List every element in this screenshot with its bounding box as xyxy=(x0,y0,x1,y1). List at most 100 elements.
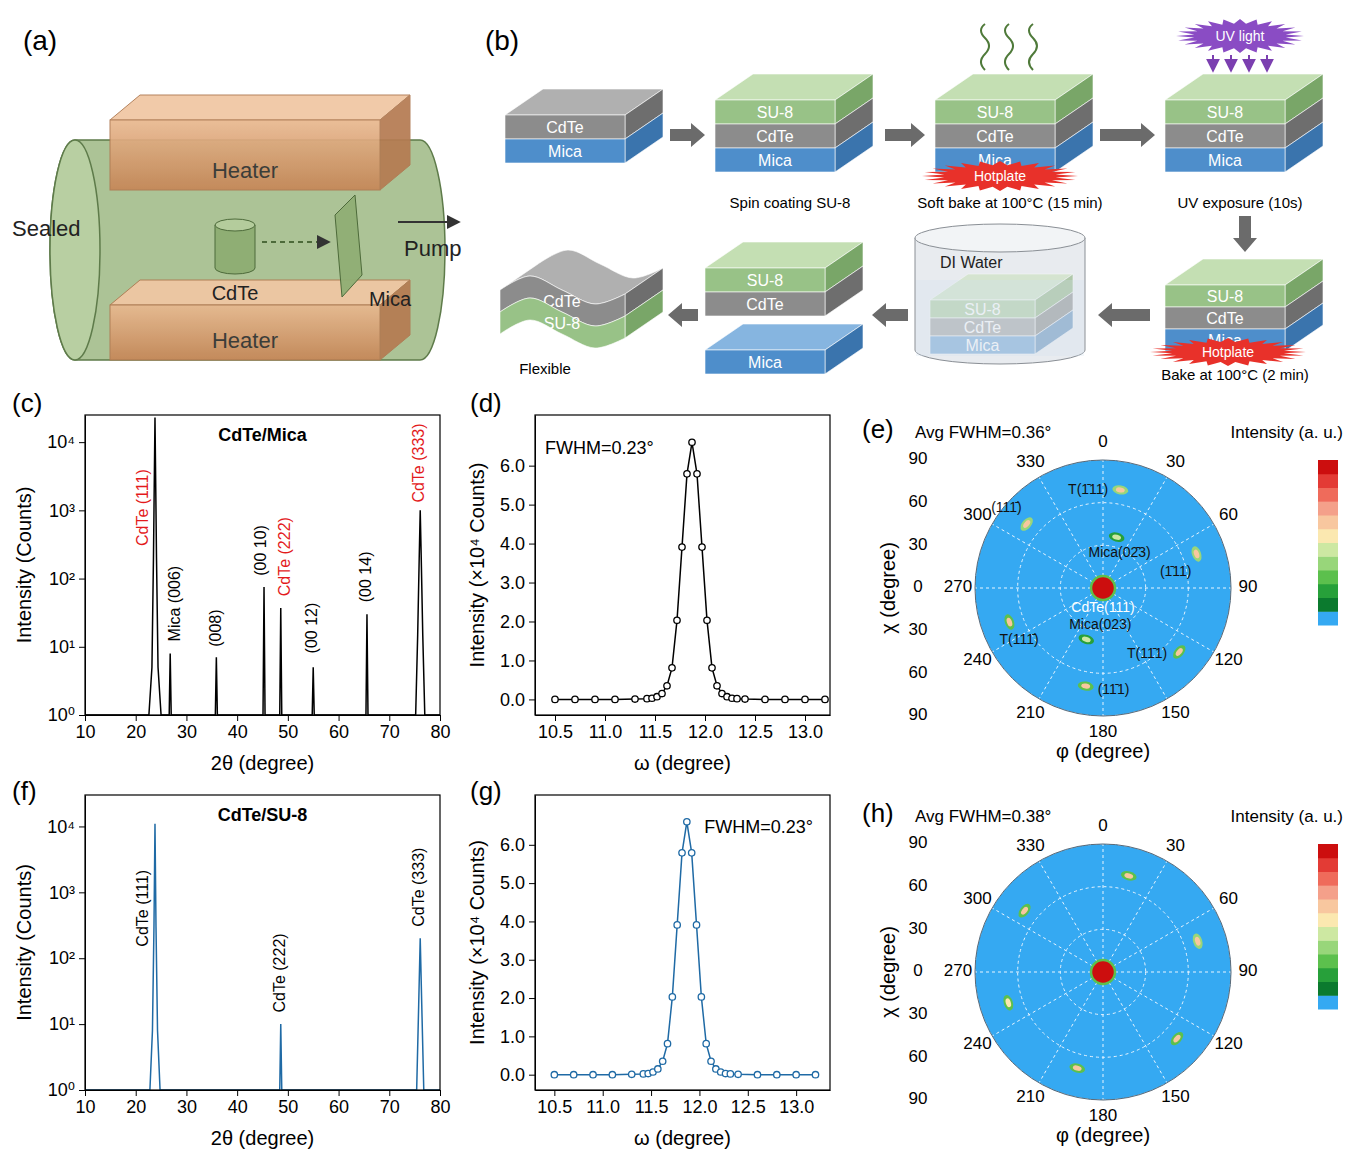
tick-label: 0 xyxy=(1098,432,1107,451)
uv-ray xyxy=(1266,55,1268,70)
layer-front xyxy=(1165,124,1285,148)
badge-label: UV light xyxy=(1215,28,1264,44)
layer-stack: SU-8CdTeMica xyxy=(1165,74,1323,172)
tick-mark xyxy=(755,715,756,721)
layer-front xyxy=(505,139,625,163)
data-point xyxy=(669,994,675,1000)
tick: 50 xyxy=(278,715,298,742)
tick-label: 12.5 xyxy=(738,722,773,742)
data-point xyxy=(693,922,699,928)
data-point xyxy=(674,617,680,623)
tick-label: 210 xyxy=(1016,703,1044,722)
plot-marks xyxy=(85,824,440,1090)
layer-label: CdTe xyxy=(546,119,583,136)
tick-label: 40 xyxy=(228,1097,248,1117)
axis-line xyxy=(86,715,441,716)
heater: Heater xyxy=(110,280,410,360)
plot-frame xyxy=(85,795,440,1090)
tick-label: 10 xyxy=(75,1097,95,1117)
data-point xyxy=(570,1071,576,1077)
x-axis: 10.511.011.512.012.513.0 xyxy=(536,1090,831,1117)
data-point xyxy=(684,819,690,825)
tick-label: 30 xyxy=(1166,836,1185,855)
panel-label: (h) xyxy=(862,798,894,828)
plot-frame xyxy=(535,415,830,715)
layer-side xyxy=(625,113,663,163)
tick-mark xyxy=(529,960,535,961)
tick-label: 90 xyxy=(1239,577,1258,596)
tick: 6.0 xyxy=(500,835,535,855)
tick: 10.5 xyxy=(538,715,573,742)
chart-title: Avg FWHM=0.36° xyxy=(915,423,1051,442)
polar-background xyxy=(975,460,1231,716)
annotation: (00 12) xyxy=(303,603,320,654)
plot-marks xyxy=(85,417,440,715)
tick-mark xyxy=(85,1090,86,1096)
pole-spot-core xyxy=(1172,1034,1182,1044)
layer-label: CdTe xyxy=(976,128,1013,145)
tick: 3.0 xyxy=(500,950,535,970)
tick-label: 120 xyxy=(1214,650,1242,669)
tick: 10³ xyxy=(49,501,85,521)
data-point xyxy=(762,696,768,702)
axis-title: Intensity (×10⁴ Counts) xyxy=(466,840,488,1045)
grid-radial xyxy=(975,972,1103,973)
pole-spot xyxy=(1068,1062,1086,1075)
x-axis: 10.511.011.512.012.513.0 xyxy=(536,715,831,742)
data-point xyxy=(612,696,618,702)
beaker-rim xyxy=(915,224,1085,252)
colorbar-swatch xyxy=(1318,570,1338,584)
grid-circle xyxy=(1018,887,1189,1058)
heater-label: Heater xyxy=(212,328,278,353)
axis-title: χ (degree) xyxy=(877,926,899,1018)
data-point xyxy=(703,1040,709,1046)
tick-label: 30 xyxy=(177,1097,197,1117)
grid-radial xyxy=(975,588,1103,589)
chart: 10.511.011.512.012.513.00.01.02.03.04.05… xyxy=(466,388,831,774)
annotation: (00 10) xyxy=(252,525,269,576)
tick: 50 xyxy=(278,1090,298,1117)
layer-front xyxy=(715,124,835,148)
layer-side xyxy=(825,324,863,374)
pole-figure: 0306090120150180210240270300330030306060… xyxy=(862,414,1343,762)
container-label: DI Water xyxy=(940,254,1003,271)
heater-top xyxy=(110,280,410,305)
tick-label: 11.5 xyxy=(635,1097,669,1117)
tick-label: 60 xyxy=(909,1047,928,1066)
data-point xyxy=(679,850,685,856)
tick: 10¹ xyxy=(49,637,85,657)
data-point xyxy=(679,544,685,550)
chart-title: CdTe/Mica xyxy=(218,425,308,445)
panel-label: (d) xyxy=(470,388,502,418)
plot-marks xyxy=(1002,484,1203,692)
axis-title: φ (degree) xyxy=(1056,740,1150,762)
axis-title: Intensity (Counts) xyxy=(13,487,35,644)
tick-label: 6.0 xyxy=(500,456,525,476)
layer-front xyxy=(705,268,825,292)
tick-label: 10⁰ xyxy=(48,1080,75,1100)
chart: 10.511.011.512.012.513.00.01.02.03.04.05… xyxy=(466,776,831,1149)
y-axis: 0.01.02.03.04.05.06.0 xyxy=(500,796,536,1091)
heater-front xyxy=(110,120,380,190)
pole-spot xyxy=(1171,643,1188,661)
pole-spot xyxy=(1091,576,1115,600)
tick: 70 xyxy=(380,715,400,742)
pole-spot xyxy=(1077,633,1095,647)
sealed-label: Sealed xyxy=(12,216,81,241)
tick: 0.0 xyxy=(500,1065,535,1085)
colorbar-swatch xyxy=(1318,927,1338,941)
tick-label: 90 xyxy=(909,1089,928,1108)
grid-radial xyxy=(1103,972,1214,1036)
tick-label: 20 xyxy=(126,1097,146,1117)
tick-mark xyxy=(529,660,535,661)
pole-spot-core xyxy=(1115,487,1125,493)
colorbar-swatch xyxy=(1318,858,1338,872)
colorbar-swatch xyxy=(1318,885,1338,899)
tick-label: 210 xyxy=(1016,1087,1044,1106)
tick: 60 xyxy=(329,715,349,742)
data-point xyxy=(754,1071,760,1077)
tick-mark xyxy=(79,892,85,893)
tick: 10⁴ xyxy=(47,432,85,452)
tick-label: 10.5 xyxy=(538,722,573,742)
tick-label: 70 xyxy=(380,1097,400,1117)
